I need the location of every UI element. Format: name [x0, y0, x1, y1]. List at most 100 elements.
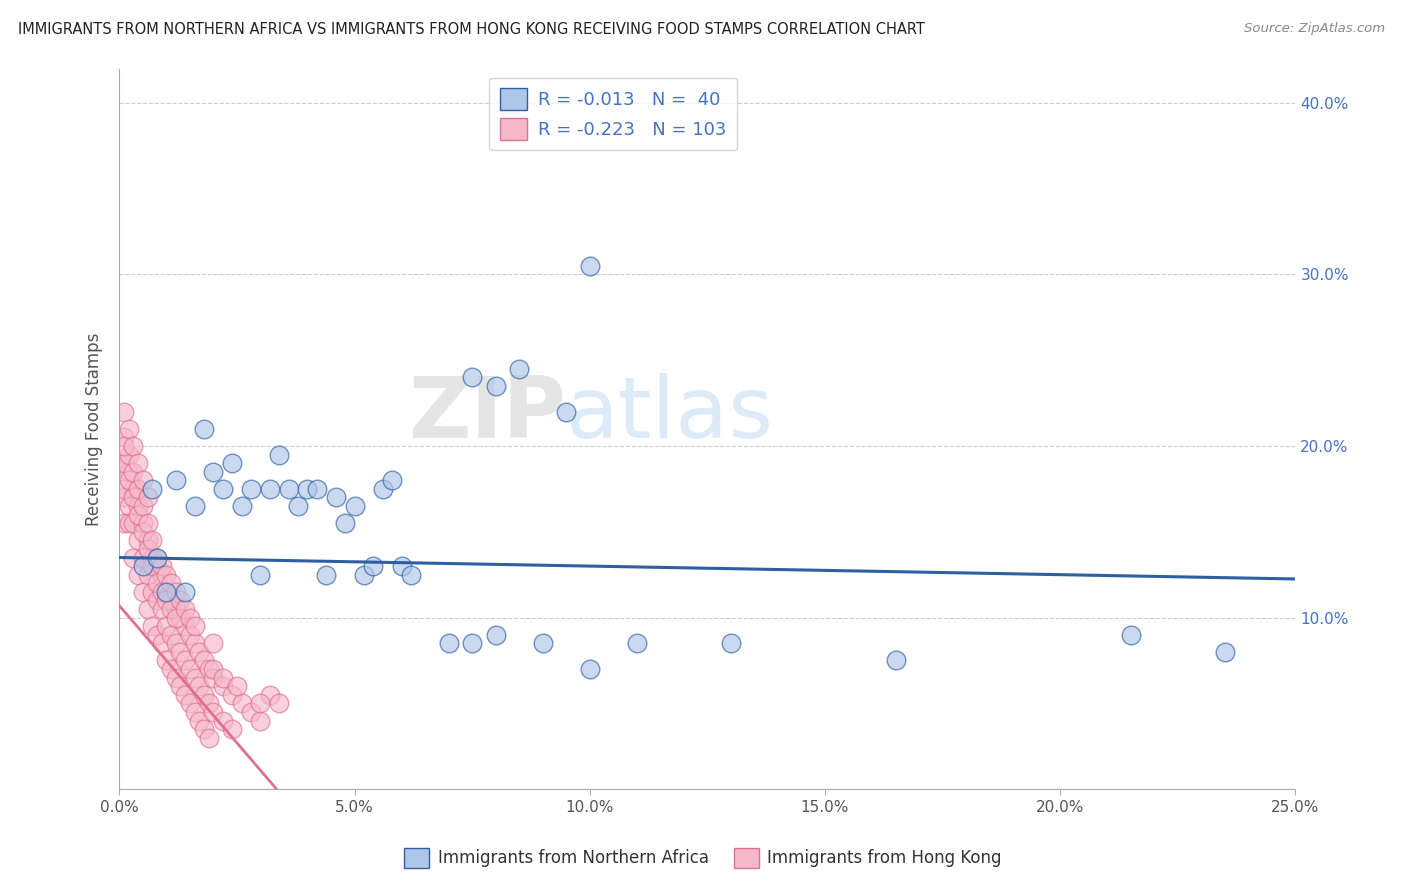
Point [353, 567, 375, 582]
Point [127, 508, 149, 522]
Point [112, 439, 135, 453]
Point [122, 482, 145, 496]
Point [141, 550, 163, 565]
Point [165, 602, 187, 616]
Point [118, 422, 141, 436]
Point [141, 482, 163, 496]
Point [193, 688, 215, 702]
Point [112, 516, 135, 531]
Point [136, 516, 159, 531]
Point [174, 602, 197, 616]
Text: Source: ZipAtlas.com: Source: ZipAtlas.com [1244, 22, 1385, 36]
Point [150, 584, 173, 599]
Point [211, 671, 233, 685]
Point [118, 448, 141, 462]
Point [202, 671, 225, 685]
Point [146, 559, 169, 574]
Point [179, 628, 201, 642]
Point [136, 491, 159, 505]
Point [132, 473, 155, 487]
Point [183, 671, 205, 685]
Point [122, 516, 145, 531]
Point [118, 499, 141, 513]
Point [297, 482, 319, 496]
Y-axis label: Receiving Food Stamps: Receiving Food Stamps [86, 332, 103, 525]
Point [132, 524, 155, 539]
Point [165, 473, 187, 487]
Point [160, 593, 183, 607]
Point [112, 456, 135, 470]
Point [141, 533, 163, 548]
Text: IMMIGRANTS FROM NORTHERN AFRICA VS IMMIGRANTS FROM HONG KONG RECEIVING FOOD STAM: IMMIGRANTS FROM NORTHERN AFRICA VS IMMIG… [18, 22, 925, 37]
Point [146, 628, 169, 642]
Point [437, 636, 460, 650]
Point [174, 653, 197, 667]
Point [221, 456, 243, 470]
Point [197, 662, 219, 676]
Point [578, 662, 600, 676]
Point [122, 465, 145, 479]
Point [461, 636, 484, 650]
Point [112, 482, 135, 496]
Point [202, 662, 225, 676]
Point [197, 697, 219, 711]
Point [1213, 645, 1236, 659]
Point [132, 516, 155, 531]
Point [183, 619, 205, 633]
Point [155, 619, 177, 633]
Point [399, 567, 422, 582]
Point [127, 567, 149, 582]
Point [160, 628, 183, 642]
Text: atlas: atlas [567, 373, 775, 456]
Point [136, 533, 159, 548]
Point [485, 379, 508, 393]
Point [174, 584, 197, 599]
Point [231, 499, 253, 513]
Point [884, 653, 907, 667]
Point [160, 602, 183, 616]
Point [508, 361, 530, 376]
Point [578, 259, 600, 273]
Point [127, 482, 149, 496]
Point [122, 491, 145, 505]
Point [188, 679, 211, 693]
Point [169, 679, 191, 693]
Point [188, 645, 211, 659]
Legend: R = -0.013   N =  40, R = -0.223   N = 103: R = -0.013 N = 40, R = -0.223 N = 103 [489, 78, 737, 151]
Point [132, 584, 155, 599]
Point [240, 482, 263, 496]
Point [249, 697, 271, 711]
Point [183, 636, 205, 650]
Point [626, 636, 648, 650]
Point [132, 550, 155, 565]
Point [150, 567, 173, 582]
Point [221, 722, 243, 736]
Point [127, 533, 149, 548]
Point [193, 722, 215, 736]
Point [485, 628, 508, 642]
Point [363, 559, 385, 574]
Point [112, 405, 135, 419]
Point [155, 593, 177, 607]
Point [150, 636, 173, 650]
Point [155, 584, 177, 599]
Point [122, 439, 145, 453]
Point [179, 697, 201, 711]
Point [531, 636, 554, 650]
Point [197, 731, 219, 745]
Point [325, 491, 347, 505]
Point [259, 482, 281, 496]
Point [174, 619, 197, 633]
Point [221, 688, 243, 702]
Point [202, 465, 225, 479]
Point [720, 636, 742, 650]
Point [132, 559, 155, 574]
Point [269, 448, 291, 462]
Point [305, 482, 328, 496]
Point [165, 610, 187, 624]
Point [169, 593, 191, 607]
Point [146, 576, 169, 591]
Point [146, 550, 169, 565]
Point [155, 584, 177, 599]
Point [179, 610, 201, 624]
